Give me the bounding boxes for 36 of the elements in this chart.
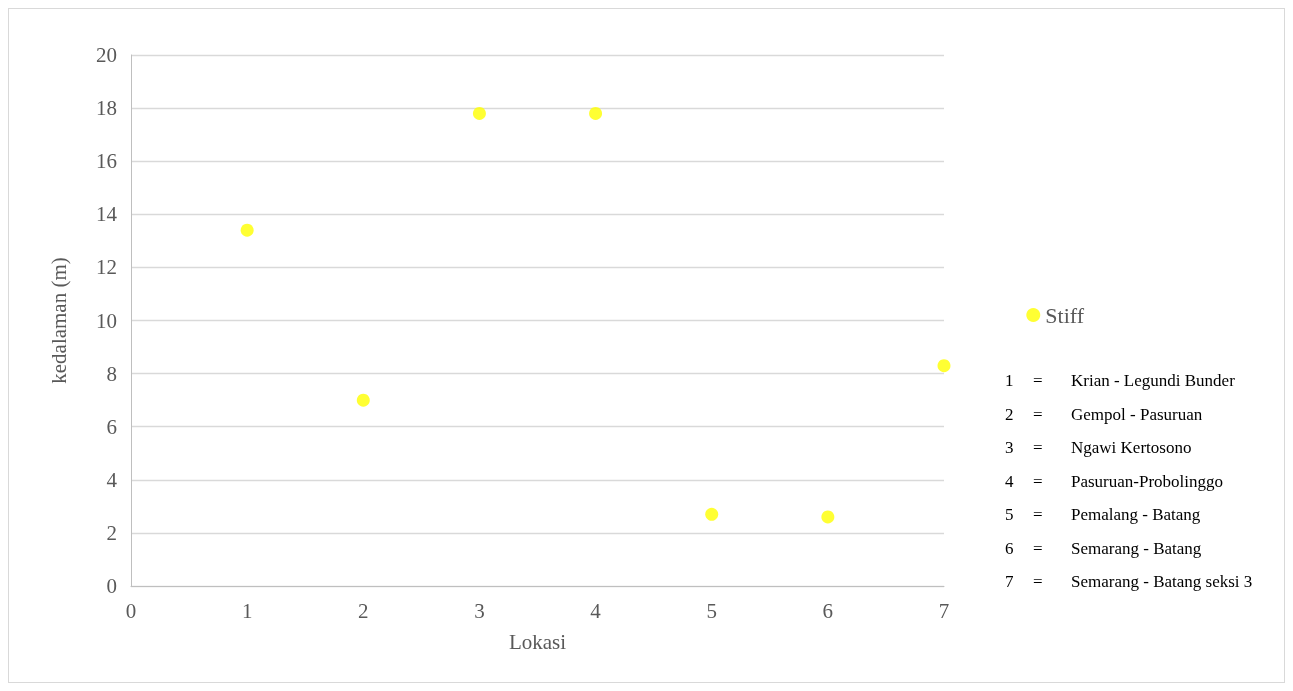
y-tick-label: 20 [96, 43, 117, 67]
x-tick-label: 1 [241, 598, 253, 623]
y-tick-label: 6 [106, 414, 117, 439]
point [356, 393, 370, 407]
text: 1 = Krian - Legundi Bunder [1005, 371, 1235, 390]
y-axis-title: kedalaman (m) [46, 257, 71, 384]
point [821, 510, 835, 524]
y-tick-label: 0 [106, 574, 117, 598]
point [240, 223, 254, 237]
text: 4 = Pasuruan-Probolinggo [1005, 471, 1224, 491]
legend-label: Stiff [1045, 302, 1085, 328]
text: 2 = Gempol - Pasuruan [1005, 404, 1203, 424]
x-axis-title: Lokasi [508, 629, 567, 654]
x-tick-label: 2 [358, 598, 369, 623]
y-tick-label: 4 [106, 467, 118, 492]
x-tick-label: 3 [474, 598, 485, 623]
y-tick-label: 10 [96, 308, 117, 333]
text: 6 = Semarang - Batang [1005, 538, 1202, 558]
point [937, 359, 951, 373]
text: 5 = Pemalang - Batang [1005, 505, 1201, 524]
x-tick-label: 4 [590, 598, 602, 623]
y-tick-label: 2 [106, 520, 117, 545]
text: 3 = Ngawi Kertosono [1005, 438, 1192, 457]
y-tick-label: 14 [96, 202, 118, 227]
point [472, 106, 486, 120]
y-tick-label: 18 [96, 96, 117, 121]
text: 7 = Semarang - Batang seksi 3 [1005, 572, 1253, 591]
x-tick-label: 6 [822, 598, 834, 623]
x-tick-label: 5 [706, 598, 717, 623]
y-tick-label: 8 [106, 361, 117, 386]
point [589, 106, 603, 120]
y-tick-label: 16 [96, 149, 117, 174]
x-tick-label: 7 [938, 598, 950, 623]
x-tick-label: 0 [125, 598, 137, 623]
y-tick-label: 12 [96, 255, 117, 280]
point [705, 507, 719, 521]
